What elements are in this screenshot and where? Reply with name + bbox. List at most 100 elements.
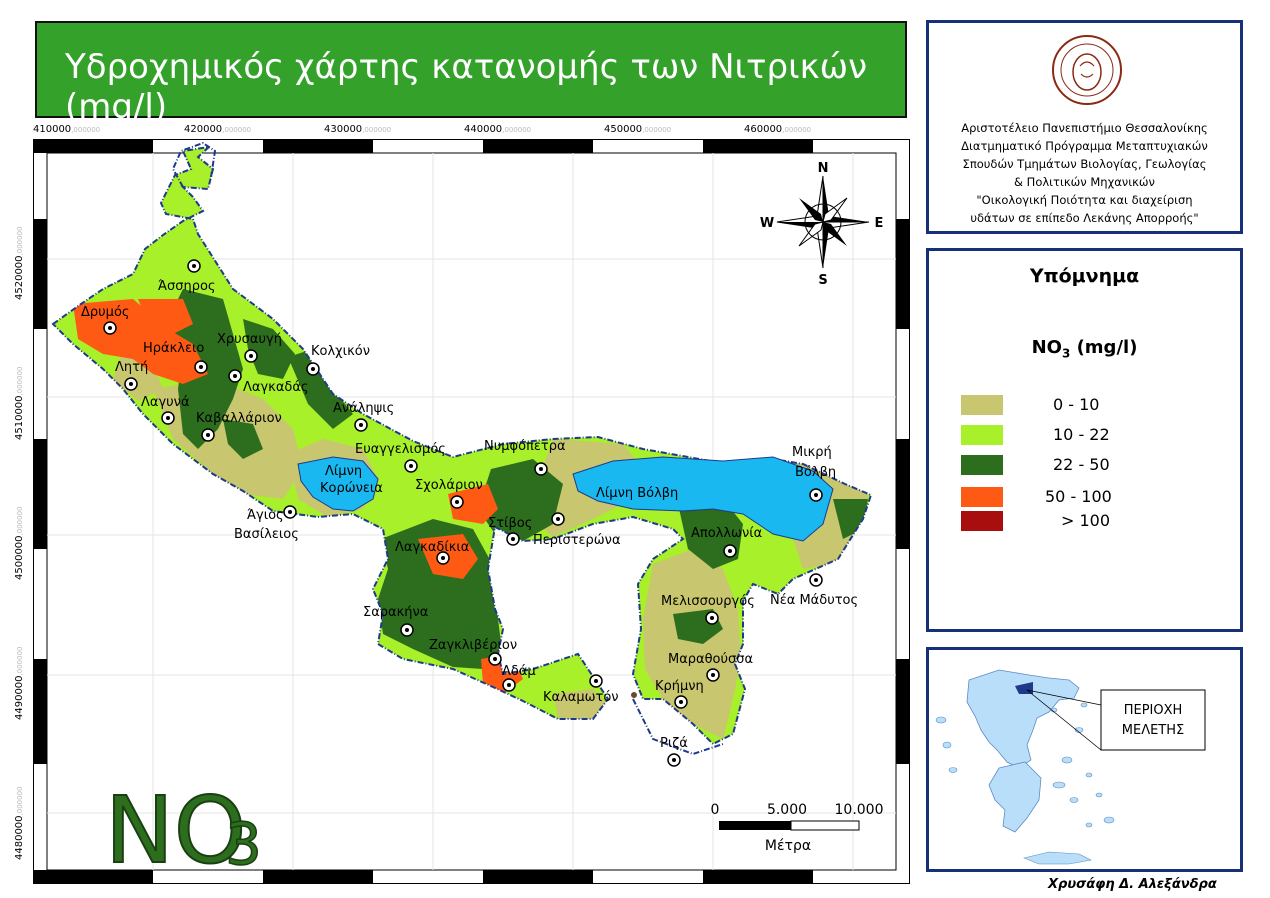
x-coord-label: 440000,000000 <box>464 124 532 135</box>
place-kolchiko: Κολχικόν <box>311 344 370 359</box>
author-credit: Χρυσάφη Δ. Αλεξάνδρα <box>1048 877 1217 892</box>
place-adam: Αδάμ <box>502 664 536 679</box>
svg-text:5.000: 5.000 <box>767 802 807 818</box>
marker <box>436 551 450 565</box>
x-coord-label: 430000,000000 <box>324 124 392 135</box>
place-nea-madytos: Νέα Μάδυτος <box>770 593 858 608</box>
university-seal-icon <box>1052 35 1122 105</box>
map-title: Υδροχημικός χάρτης κατανομής των Νιτρικώ… <box>65 47 868 127</box>
marker <box>506 532 520 546</box>
scale-bar: 0 5.000 10.000 Μέτρα <box>711 802 884 854</box>
university-panel: Αριστοτέλειο Πανεπιστήμιο Θεσσαλονίκης Δ… <box>926 20 1243 234</box>
place-zagkliveri: Ζαγκλιβέριον <box>429 638 517 653</box>
y-coord-label: 4490000,000000 <box>14 646 25 721</box>
lake-volvi <box>572 456 834 542</box>
x-coord-label: 420000,000000 <box>184 124 252 135</box>
legend-panel: Υπόμνημα NO3 (mg/l) 0 - 10 10 - 22 22 - … <box>926 248 1243 632</box>
place-lagkadas: Λαγκαδάς <box>243 380 309 395</box>
marker <box>488 652 502 666</box>
marker <box>161 411 175 425</box>
place-krimni: Κρήμνη <box>655 679 704 694</box>
marker <box>124 377 138 391</box>
marker <box>201 428 215 442</box>
marker <box>354 418 368 432</box>
lake-koroneia <box>297 456 379 512</box>
place-kalamoto: Καλαμωτόν <box>543 690 619 705</box>
greece-inset-map: ΠΕΡΙΟΧΗ ΜΕΛΕΤΗΣ <box>935 669 1206 865</box>
marker <box>450 495 464 509</box>
marker <box>534 462 548 476</box>
marker <box>723 544 737 558</box>
place-stivos: Στίβος <box>488 516 532 531</box>
x-coord-label: 410000,000000 <box>33 124 101 135</box>
place-melissourgos: Μελισσουργός <box>661 594 755 609</box>
compass-e: E <box>875 216 884 231</box>
marker <box>244 349 258 363</box>
marker <box>705 611 719 625</box>
inset-label-2: ΜΕΛΕΤΗΣ <box>1122 723 1184 738</box>
legend-title: Υπόμνημα <box>1029 265 1140 287</box>
big-no3-label: NO 3 <box>104 776 263 884</box>
place-chrysavgi: Χρυσαυγή <box>217 332 282 347</box>
marker <box>103 321 117 335</box>
marker <box>404 459 418 473</box>
place-kavallario: Καβαλλάριον <box>196 411 282 426</box>
marker <box>674 695 688 709</box>
compass-w: W <box>760 216 774 231</box>
marker <box>809 488 823 502</box>
place-marathousa: Μαραθούσσα <box>668 652 753 667</box>
y-coord-label: 4500000,000000 <box>14 506 25 581</box>
place-volvi: Βόλβη <box>795 465 836 480</box>
place-assiros: Άσσηρος <box>158 279 216 294</box>
place-koroneia-2: Κορώνεια <box>320 481 383 496</box>
place-agios-1: Άγιος <box>247 508 284 523</box>
place-koroneia-1: Λίμνη <box>325 464 362 479</box>
university-text: Αριστοτέλειο Πανεπιστήμιο Θεσσαλονίκης Δ… <box>961 121 1208 225</box>
place-lagkadikia: Λαγκαδίκια <box>395 540 469 555</box>
place-dromos: Δρυμός <box>81 305 130 320</box>
place-sarakina: Σαρακήνα <box>363 605 428 620</box>
marker <box>809 573 823 587</box>
svg-text:3: 3 <box>225 810 262 878</box>
legend-subtitle: NO3 (mg/l) <box>1031 337 1138 361</box>
compass-s: S <box>818 273 827 288</box>
x-coord-label: 460000,000000 <box>744 124 812 135</box>
svg-text:10.000: 10.000 <box>835 802 884 818</box>
place-nymfopetra: Νυμφόπετρα <box>484 439 566 454</box>
main-map: N S E W Άσσηρος Δρυμός Ηράκλειο Χρυσαυγή… <box>33 139 910 884</box>
marker <box>283 505 297 519</box>
y-coord-label: 4520000,000000 <box>14 226 25 301</box>
marker <box>194 360 208 374</box>
inset-label-1: ΠΕΡΙΟΧΗ <box>1124 703 1183 718</box>
marker <box>228 369 242 383</box>
y-coord-label: 4480000,000000 <box>14 786 25 861</box>
marker <box>706 668 720 682</box>
svg-text:NO: NO <box>105 777 246 884</box>
place-riza: Ριζά <box>660 736 688 751</box>
place-mikri: Μικρή <box>792 445 832 460</box>
place-analipsi: Ανάληψις <box>333 401 394 416</box>
svg-text:0: 0 <box>711 802 720 818</box>
place-irakleio: Ηράκλειο <box>143 341 204 356</box>
place-scholari: Σχολάριον <box>415 478 483 493</box>
marker <box>551 512 565 526</box>
marker <box>400 623 414 637</box>
place-liti: Λητή <box>115 360 148 375</box>
place-apollonia: Απολλωνία <box>691 526 762 541</box>
place-markers: Άσσηρος Δρυμός Ηράκλειο Χρυσαυγή Κολχικό… <box>81 259 858 767</box>
svg-text:Μέτρα: Μέτρα <box>765 838 811 854</box>
place-evangelismos: Ευαγγελισμός <box>355 442 446 457</box>
marker <box>667 753 681 767</box>
place-agios-2: Βασίλειος <box>234 527 299 542</box>
place-lagyna: Λαγυνά <box>141 395 190 410</box>
map-title-banner: Υδροχημικός χάρτης κατανομής των Νιτρικώ… <box>35 21 907 127</box>
marker <box>187 259 201 273</box>
marker <box>589 674 603 688</box>
x-coord-label: 450000,000000 <box>604 124 672 135</box>
place-peristerona: Περιστερώνα <box>533 533 621 548</box>
y-coord-label: 4510000,000000 <box>14 366 25 441</box>
place-lake-volvi: Λίμνη Βόλβη <box>596 486 678 501</box>
marker <box>306 362 320 376</box>
inset-map-panel: ΠΕΡΙΟΧΗ ΜΕΛΕΤΗΣ <box>926 647 1243 872</box>
compass-n: N <box>818 161 829 176</box>
